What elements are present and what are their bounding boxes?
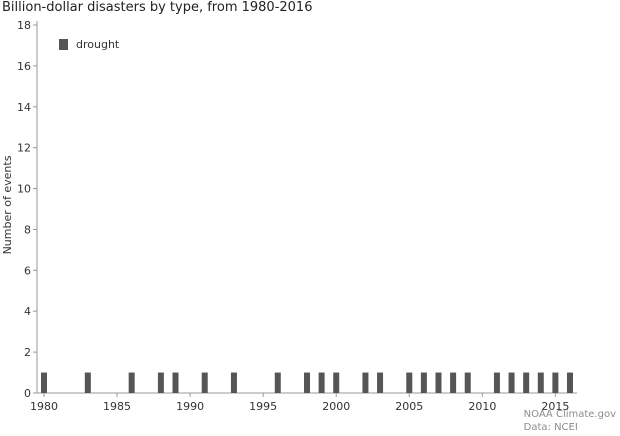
bar-drought-2000: [333, 372, 340, 393]
x-tick-label: 1985: [103, 400, 131, 413]
bar-drought-2012: [508, 372, 515, 393]
credit-data: Data: NCEI: [523, 422, 578, 433]
bar-drought-2006: [420, 372, 427, 393]
bar-drought-1991: [201, 372, 208, 393]
bar-drought-1988: [157, 372, 164, 393]
y-tick-label: 0: [24, 387, 31, 400]
x-tick-label: 1990: [176, 400, 204, 413]
y-tick-label: 12: [17, 142, 31, 155]
y-tick-label: 10: [17, 183, 31, 196]
x-tick-label: 2010: [468, 400, 496, 413]
legend-swatch: [59, 39, 68, 50]
x-tick-label: 2005: [395, 400, 423, 413]
y-tick-label: 18: [17, 19, 31, 32]
bar-drought-1998: [304, 372, 310, 393]
bar-drought-2008: [450, 372, 457, 393]
bar-drought-2013: [523, 372, 530, 393]
y-tick-label: 14: [17, 101, 31, 114]
bar-drought-1989: [172, 372, 179, 393]
bar-drought-1980: [41, 372, 47, 393]
bar-drought-1993: [230, 372, 237, 393]
bar-drought-2007: [435, 372, 442, 393]
bar-drought-2005: [406, 372, 413, 393]
bar-drought-2011: [493, 372, 500, 393]
credit-source: NOAA Climate.gov: [523, 409, 616, 420]
legend: drought: [59, 38, 120, 51]
y-tick-label: 4: [24, 305, 31, 318]
bar-drought-1983: [84, 372, 91, 393]
bar-drought-1996: [274, 372, 281, 393]
y-tick-label: 2: [24, 346, 31, 359]
bar-drought-2015: [552, 372, 559, 393]
x-axis: 1980 1985 1990 1995 2000 2005 2010 2015: [30, 392, 577, 413]
bars: [41, 372, 573, 393]
legend-label: drought: [76, 38, 120, 51]
bar-drought-2014: [537, 372, 544, 393]
y-axis-label: Number of events: [1, 155, 14, 254]
bar-drought-2009: [464, 372, 471, 393]
bar-drought-2016: [567, 372, 573, 393]
x-tick-label: 2000: [322, 400, 350, 413]
credits: NOAA Climate.gov Data: NCEI: [524, 408, 616, 434]
y-tick-label: 16: [17, 60, 31, 73]
y-axis: 0 2 4 6 8 10 12 14 16 18: [17, 19, 38, 400]
bar-drought-2002: [362, 372, 369, 393]
x-tick-label: 1980: [30, 400, 58, 413]
bar-drought-1999: [318, 372, 325, 393]
bar-drought-2003: [377, 372, 384, 393]
chart-title: Billion-dollar disasters by type, from 1…: [2, 0, 313, 15]
y-tick-label: 6: [24, 264, 31, 277]
x-tick-label: 2015: [541, 400, 569, 413]
y-tick-label: 8: [24, 223, 31, 236]
x-tick-label: 1995: [249, 400, 277, 413]
bar-drought-1986: [128, 372, 135, 393]
